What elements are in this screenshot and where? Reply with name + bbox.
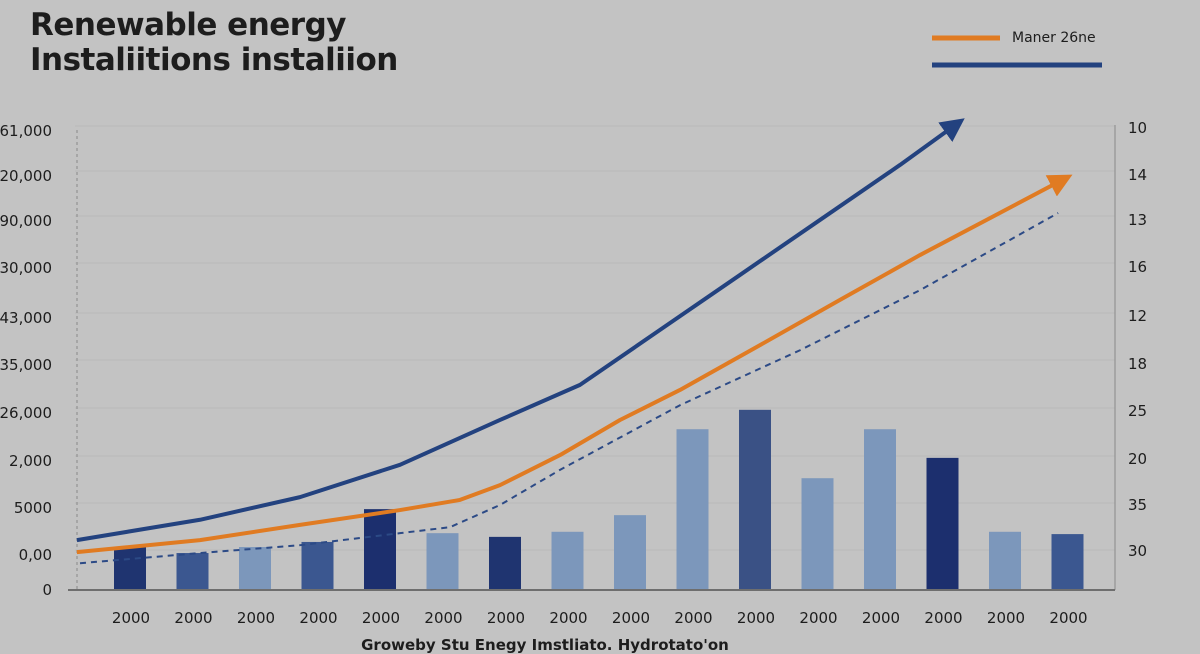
bar: [676, 429, 709, 590]
bar: [926, 457, 959, 590]
bar: [426, 533, 459, 590]
bar: [239, 547, 271, 590]
x-tick-label: 2000: [737, 609, 775, 627]
x-tick-label: 2000: [862, 609, 900, 627]
bar: [489, 536, 521, 590]
x-tick-label: 2000: [799, 609, 837, 627]
bar: [176, 553, 209, 590]
bar: [1051, 534, 1084, 590]
x-axis-label: Groweby Stu Enegy Imstliato. Hydrotato'o…: [361, 636, 729, 654]
x-tick-label: 2000: [612, 609, 650, 627]
left-tick-label: 0: [42, 581, 52, 599]
bar: [364, 509, 396, 590]
x-tick-label: 2000: [674, 609, 712, 627]
title-line-1: Renewable energy: [30, 7, 346, 43]
right-tick-label: 35: [1128, 496, 1147, 514]
left-tick-label: 26,000: [0, 404, 52, 422]
x-tick-label: 2000: [112, 609, 150, 627]
x-tick-label: 2000: [549, 609, 587, 627]
right-tick-label: 25: [1128, 402, 1147, 420]
left-tick-label: 43,000: [0, 309, 52, 327]
right-tick-label: 30: [1128, 542, 1147, 560]
right-tick-label: 12: [1128, 307, 1147, 325]
right-tick-label: 13: [1128, 211, 1147, 229]
series-line-1: [76, 174, 1073, 555]
bar: [989, 531, 1021, 590]
left-tick-label: 0,00: [19, 546, 52, 564]
right-tick-label: 14: [1128, 166, 1147, 184]
left-tick-label: 2,000: [9, 452, 52, 470]
left-tick-label: 20,000: [0, 167, 52, 185]
right-tick-label: 10: [1128, 119, 1147, 137]
bar: [551, 531, 584, 590]
title-line-2: Instaliitions instaliion: [30, 42, 398, 78]
bar: [114, 547, 146, 590]
left-tick-label: 5000: [14, 499, 52, 517]
bar: [864, 429, 896, 590]
left-tick-label: 35,000: [0, 356, 52, 374]
series-line-2: [79, 212, 1059, 565]
x-tick-label: 2000: [487, 609, 525, 627]
bar: [614, 515, 646, 590]
x-tick-label: 2000: [987, 609, 1025, 627]
chart-title: Renewable energy Instaliitions instaliio…: [30, 8, 398, 78]
right-tick-label: 16: [1128, 258, 1147, 276]
x-tick-label: 2000: [924, 609, 962, 627]
x-tick-label: 2000: [362, 609, 400, 627]
left-tick-label: 90,000: [0, 212, 52, 230]
bar: [739, 409, 771, 590]
series-line-0: [76, 118, 965, 543]
x-tick-label: 2000: [237, 609, 275, 627]
legend-label-orange: Maner 26ne: [1012, 30, 1096, 46]
x-tick-label: 2000: [174, 609, 212, 627]
x-tick-label: 2000: [1049, 609, 1087, 627]
left-tick-label: 30,000: [0, 259, 52, 277]
right-tick-label: 20: [1128, 450, 1147, 468]
x-tick-label: 2000: [299, 609, 337, 627]
left-tick-label: 61,000: [0, 122, 52, 140]
right-tick-label: 18: [1128, 355, 1147, 373]
bar: [801, 478, 834, 590]
x-tick-label: 2000: [424, 609, 462, 627]
bar: [301, 541, 334, 590]
